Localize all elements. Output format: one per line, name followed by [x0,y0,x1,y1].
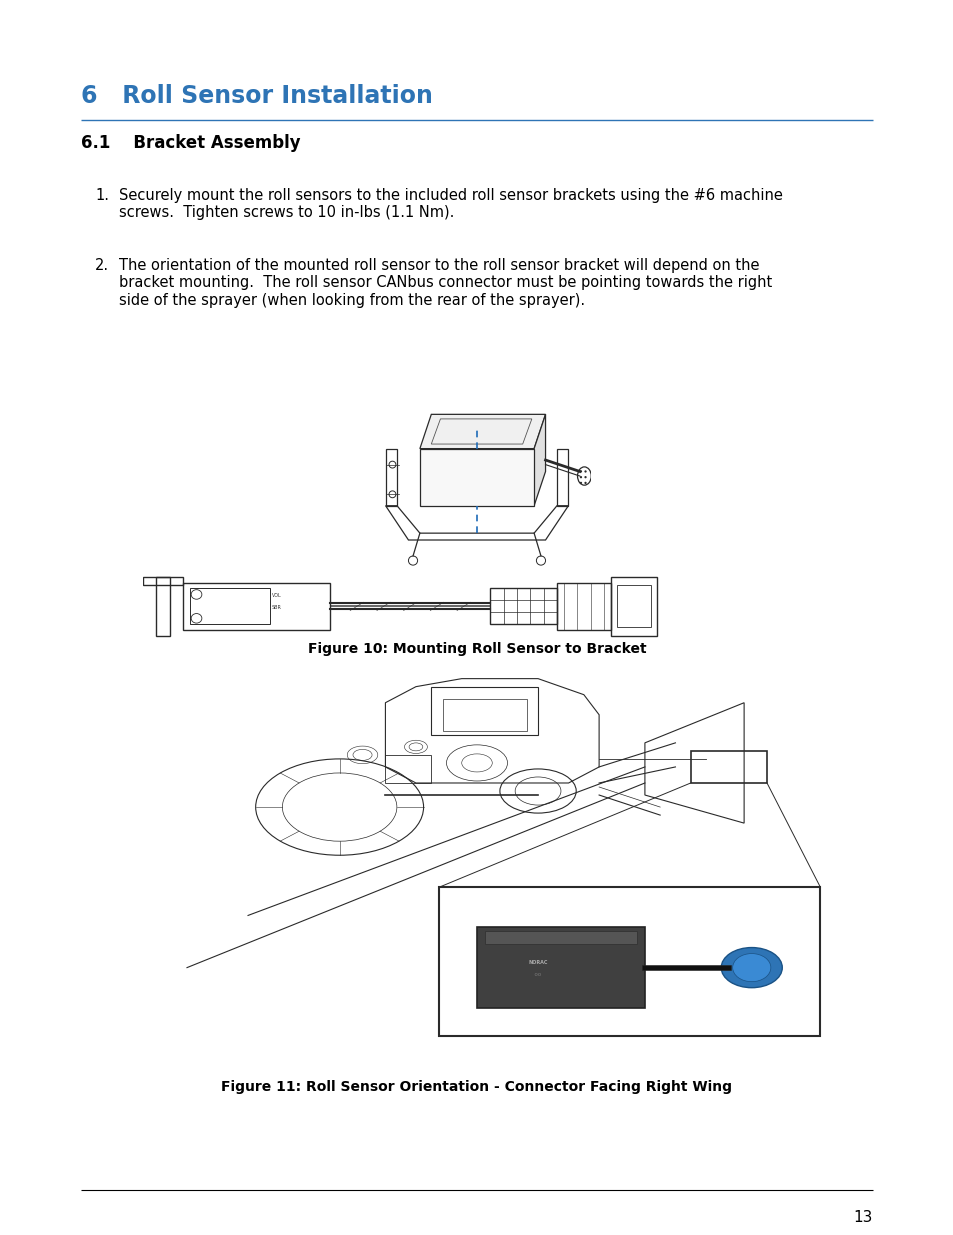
Bar [143,577,183,585]
Bar [183,583,330,630]
Bar [490,589,557,625]
Polygon shape [484,931,637,944]
Polygon shape [534,415,545,506]
Circle shape [584,475,586,478]
Polygon shape [476,927,644,1008]
Ellipse shape [732,953,770,982]
Circle shape [584,482,586,484]
Text: oo: oo [531,972,544,977]
Circle shape [584,471,586,473]
Text: Figure 11: Roll Sensor Orientation - Connector Facing Right Wing: Figure 11: Roll Sensor Orientation - Con… [221,1079,732,1094]
Text: 2.: 2. [95,258,109,273]
Bar [190,589,270,625]
Bar [557,583,610,630]
Text: 13: 13 [853,1210,872,1225]
Text: NORAC: NORAC [528,960,547,965]
Circle shape [579,471,581,473]
Text: Figure 10: Mounting Roll Sensor to Bracket: Figure 10: Mounting Roll Sensor to Brack… [308,642,645,656]
Polygon shape [438,887,820,1036]
Text: 1.: 1. [95,188,109,203]
Bar [156,577,170,636]
Text: VOL: VOL [272,594,281,599]
Circle shape [579,482,581,484]
Text: SBR: SBR [272,605,281,610]
Polygon shape [419,415,545,448]
Text: 6.1    Bracket Assembly: 6.1 Bracket Assembly [81,135,300,152]
Bar [617,585,650,627]
Text: The orientation of the mounted roll sensor to the roll sensor bracket will depen: The orientation of the mounted roll sens… [119,258,771,308]
Text: 6   Roll Sensor Installation: 6 Roll Sensor Installation [81,84,433,107]
Bar [610,577,657,636]
Circle shape [579,475,581,478]
Text: Securely mount the roll sensors to the included roll sensor brackets using the #: Securely mount the roll sensors to the i… [119,188,782,220]
Ellipse shape [720,947,781,988]
Polygon shape [419,448,534,506]
